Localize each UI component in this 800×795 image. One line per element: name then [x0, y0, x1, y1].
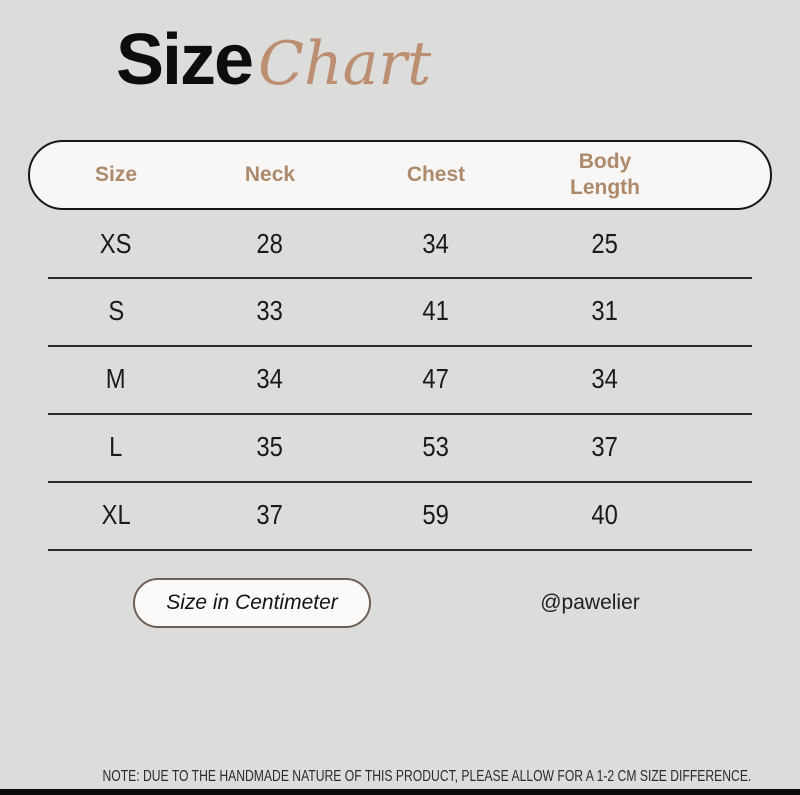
cell-size: S [108, 295, 124, 326]
cell-size: XL [101, 499, 131, 530]
header-cell-body-length: Body Length [570, 149, 640, 199]
bottom-edge-bar [0, 789, 800, 795]
cell-body-length: 31 [591, 295, 619, 326]
cell-size: M [106, 363, 126, 394]
cell-body-length: 25 [591, 227, 619, 259]
cell-chest: 47 [422, 363, 450, 394]
cell-body-length: 37 [591, 431, 619, 462]
table-row: XL 37 59 40 [28, 481, 772, 549]
row-divider [48, 549, 752, 551]
table-row: L 35 53 37 [28, 413, 772, 481]
note-row: NOTE: DUE TO THE HANDMADE NATURE OF THIS… [0, 768, 800, 786]
table-header-pill: Size Neck Chest Body Length [28, 140, 772, 210]
row-divider [48, 345, 752, 347]
cell-chest: 53 [422, 431, 450, 462]
page-title: Size Chart [116, 24, 431, 96]
cell-body-length: 34 [591, 363, 619, 394]
header-cell-size: Size [94, 162, 138, 186]
note-text: NOTE: DUE TO THE HANDMADE NATURE OF THIS… [102, 768, 752, 785]
cell-body-length: 40 [591, 499, 619, 530]
row-divider [48, 277, 752, 279]
cell-size: XS [100, 227, 132, 259]
cell-chest: 41 [422, 295, 450, 326]
brand-handle: @pawelier [540, 591, 640, 614]
cell-neck: 34 [256, 363, 284, 394]
row-divider [48, 413, 752, 415]
table-row: M 34 47 34 [28, 345, 772, 413]
title-word-chart: Chart [258, 29, 432, 99]
cell-neck: 28 [256, 227, 284, 259]
cell-neck: 37 [256, 499, 284, 530]
cell-neck: 33 [256, 295, 284, 326]
cell-neck: 35 [256, 431, 284, 462]
table-row: XS 28 34 25 [28, 210, 772, 277]
cell-chest: 59 [422, 499, 450, 530]
header-cell-chest: Chest [406, 162, 466, 186]
header-cell-neck: Neck [244, 162, 296, 186]
table-row: S 33 41 31 [28, 277, 772, 345]
unit-label: Size in Centimeter [166, 591, 338, 614]
unit-pill: Size in Centimeter [133, 578, 371, 628]
cell-chest: 34 [422, 227, 450, 259]
cell-size: L [109, 431, 123, 462]
title-word-size: Size [116, 20, 254, 100]
table-header-row: Size Neck Chest Body Length [28, 142, 772, 208]
row-divider [48, 481, 752, 483]
